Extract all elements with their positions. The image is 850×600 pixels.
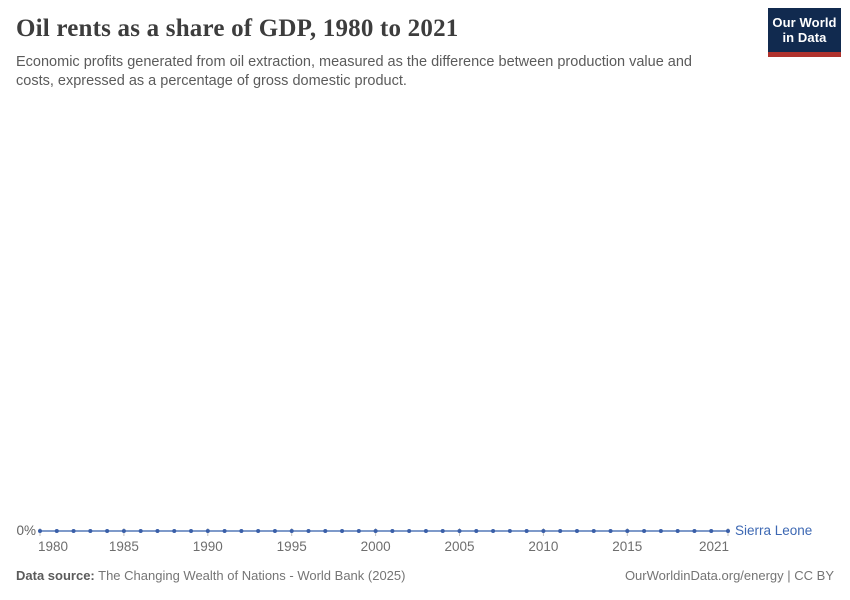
logo-text-line2: in Data <box>782 30 827 46</box>
data-point[interactable] <box>340 529 345 533</box>
data-point[interactable] <box>189 529 194 533</box>
data-point[interactable] <box>709 529 714 533</box>
x-axis-label: 1980 <box>38 539 68 554</box>
x-axis-label: 2005 <box>444 539 474 554</box>
data-point[interactable] <box>306 529 311 533</box>
x-axis-label: 2010 <box>528 539 558 554</box>
data-point[interactable] <box>205 529 210 533</box>
chart-header: Oil rents as a share of GDP, 1980 to 202… <box>16 14 750 90</box>
data-point[interactable] <box>625 529 630 533</box>
data-point[interactable] <box>222 529 227 533</box>
license-credit: OurWorldinData.org/energy | CC BY <box>624 568 834 583</box>
x-axis-label: 1990 <box>193 539 223 554</box>
data-point[interactable] <box>121 529 126 533</box>
chart-title: Oil rents as a share of GDP, 1980 to 202… <box>16 15 459 42</box>
logo-text-line1: Our World <box>772 15 837 30</box>
data-source-label: Data source: <box>16 568 95 583</box>
data-point[interactable] <box>71 529 76 533</box>
entity-label[interactable]: Sierra Leone <box>735 523 812 538</box>
data-point[interactable] <box>608 529 613 533</box>
data-point[interactable] <box>658 529 663 533</box>
data-point[interactable] <box>558 529 563 533</box>
data-point[interactable] <box>356 529 361 533</box>
x-axis-label: 1995 <box>277 539 307 554</box>
data-point[interactable] <box>692 529 697 533</box>
data-point[interactable] <box>642 529 647 533</box>
data-point[interactable] <box>105 529 110 533</box>
data-point[interactable] <box>272 529 277 533</box>
data-point[interactable] <box>440 529 445 533</box>
data-point[interactable] <box>423 529 428 533</box>
owid-logo[interactable]: Our World in Data <box>768 8 841 57</box>
data-point[interactable] <box>373 529 378 533</box>
data-point[interactable] <box>88 529 93 533</box>
x-axis-label: 2000 <box>361 539 391 554</box>
x-axis-label: 2021 <box>699 539 729 554</box>
data-point[interactable] <box>38 529 42 533</box>
data-point[interactable] <box>54 529 59 533</box>
data-point[interactable] <box>541 529 546 533</box>
data-point[interactable] <box>726 529 730 533</box>
data-point[interactable] <box>172 529 177 533</box>
chart-footer: Data source: The Changing Wealth of Nati… <box>16 568 834 583</box>
data-point[interactable] <box>289 529 294 533</box>
data-point[interactable] <box>491 529 496 533</box>
data-point[interactable] <box>155 529 160 533</box>
x-axis-label: 1985 <box>109 539 139 554</box>
line-chart: 1980 1985 1990 1995 2000 2005 2010 2015 2021 0% Si… <box>16 523 812 554</box>
data-point[interactable] <box>524 529 529 533</box>
data-point[interactable] <box>138 529 143 533</box>
data-point[interactable] <box>256 529 261 533</box>
data-source-value: The Changing Wealth of Nations - World B… <box>94 568 406 583</box>
data-source-note: Data source: The Changing Wealth of Nati… <box>16 568 405 583</box>
data-point[interactable] <box>323 529 328 533</box>
data-point[interactable] <box>457 529 462 533</box>
chart-subtitle: Economic profits generated from oil extr… <box>16 54 692 89</box>
data-point[interactable] <box>574 529 579 533</box>
data-point[interactable] <box>507 529 512 533</box>
data-point[interactable] <box>591 529 596 533</box>
data-point[interactable] <box>474 529 479 533</box>
data-point[interactable] <box>407 529 412 533</box>
y-axis-label: 0% <box>16 523 36 538</box>
data-point[interactable] <box>390 529 395 533</box>
data-point[interactable] <box>675 529 680 533</box>
x-axis-label: 2015 <box>612 539 642 554</box>
data-point[interactable] <box>239 529 244 533</box>
